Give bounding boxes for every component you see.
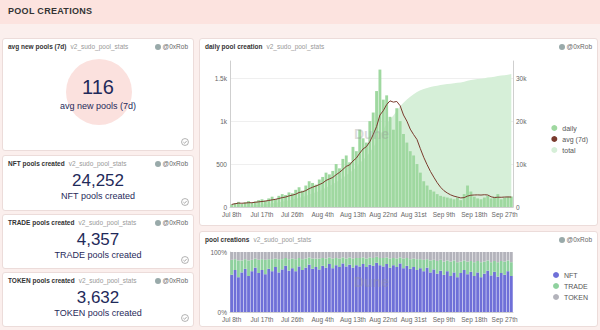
svg-text:Aug 13th: Aug 13th <box>340 316 366 324</box>
html-text:TRADE pools created: TRADE pools created <box>54 250 142 260</box>
svg-text:Jul 8th: Jul 8th <box>222 316 242 323</box>
svg-text:Aug 4th: Aug 4th <box>311 316 334 324</box>
html-text:pool creations: pool creations <box>205 236 250 243</box>
svg-text:Aug 22nd: Aug 22nd <box>369 316 397 324</box>
svg-text:daily: daily <box>562 125 577 133</box>
svg-text:Aug 22nd: Aug 22nd <box>369 211 397 219</box>
svg-text:Sep 9th: Sep 9th <box>433 211 456 219</box>
svg-text:Aug 4th: Aug 4th <box>311 211 334 219</box>
html-text:v2_sudo_pool_stats: v2_sudo_pool_stats <box>253 236 312 243</box>
svg-text:Sep 9th: Sep 9th <box>433 316 456 324</box>
html-text:116: 116 <box>82 76 114 98</box>
svg-text:Aug 31st: Aug 31st <box>401 316 427 324</box>
html-text:v2_sudo_pool_stats: v2_sudo_pool_stats <box>78 219 137 226</box>
svg-text:Aug 13th: Aug 13th <box>340 211 366 219</box>
html-text:daily pool creation: daily pool creation <box>205 43 263 50</box>
html-text:v2_sudo_pool_stats: v2_sudo_pool_stats <box>70 43 129 50</box>
svg-text:10k: 10k <box>516 161 527 168</box>
svg-text:avg (7d): avg (7d) <box>562 136 588 144</box>
html-text:@0xRob: @0xRob <box>162 43 188 50</box>
svg-text:1.5k: 1.5k <box>215 75 228 82</box>
svg-text:30k: 30k <box>516 75 527 82</box>
html-text:v2_sudo_pool_stats: v2_sudo_pool_stats <box>78 277 137 284</box>
html-text:@0xRob: @0xRob <box>162 219 188 226</box>
svg-text:Sep 18th: Sep 18th <box>461 211 487 219</box>
html-text:NFT pools created: NFT pools created <box>61 191 135 201</box>
html-text:4,357: 4,357 <box>76 230 120 249</box>
html-text:TOKEN pools created: TOKEN pools created <box>54 308 142 318</box>
svg-text:TOKEN: TOKEN <box>564 294 588 301</box>
svg-text:Jul 26th: Jul 26th <box>281 316 304 323</box>
svg-text:NFT: NFT <box>564 272 578 279</box>
svg-text:0: 0 <box>223 204 227 211</box>
svg-text:Jul 17th: Jul 17th <box>251 316 274 323</box>
svg-text:Sep 27th: Sep 27th <box>492 211 518 219</box>
html-text:@0xRob: @0xRob <box>566 236 592 243</box>
html-text:TRADE pools created: TRADE pools created <box>8 219 75 226</box>
svg-text:0: 0 <box>516 204 520 211</box>
html-text:@0xRob: @0xRob <box>566 43 592 50</box>
html-text:NFT pools created: NFT pools created <box>8 160 65 167</box>
svg-text:Sep 18th: Sep 18th <box>461 316 487 324</box>
html-text:24,252: 24,252 <box>72 171 124 190</box>
html-text:v2_sudo_pool_stats: v2_sudo_pool_stats <box>68 160 127 167</box>
svg-text:1k: 1k <box>220 118 228 125</box>
svg-text:500: 500 <box>216 161 227 168</box>
html-text:3,632: 3,632 <box>76 288 120 307</box>
svg-text:Dune: Dune <box>354 274 389 290</box>
html-text:@0xRob: @0xRob <box>162 277 188 284</box>
svg-text:Jul 8th: Jul 8th <box>222 211 242 218</box>
html-text:POOL CREATIONS: POOL CREATIONS <box>8 6 93 16</box>
svg-text:20k: 20k <box>516 118 527 125</box>
svg-text:total: total <box>562 147 576 154</box>
html-text:avg new pools (7d): avg new pools (7d) <box>60 101 136 111</box>
svg-text:TRADE: TRADE <box>564 283 588 290</box>
html-text:TOKEN pools created: TOKEN pools created <box>8 277 75 284</box>
svg-text:Jul 26th: Jul 26th <box>281 211 304 218</box>
html-text:v2_sudo_pool_stats: v2_sudo_pool_stats <box>266 43 325 50</box>
svg-text:100%: 100% <box>210 249 227 256</box>
svg-text:Sep 27th: Sep 27th <box>492 316 518 324</box>
html-text:@0xRob: @0xRob <box>162 160 188 167</box>
html-text:avg new pools (7d): avg new pools (7d) <box>8 43 67 50</box>
svg-text:Jul 17th: Jul 17th <box>251 211 274 218</box>
svg-text:Aug 31st: Aug 31st <box>401 211 427 219</box>
svg-text:0%: 0% <box>218 309 228 316</box>
svg-text:Dune: Dune <box>354 126 389 142</box>
